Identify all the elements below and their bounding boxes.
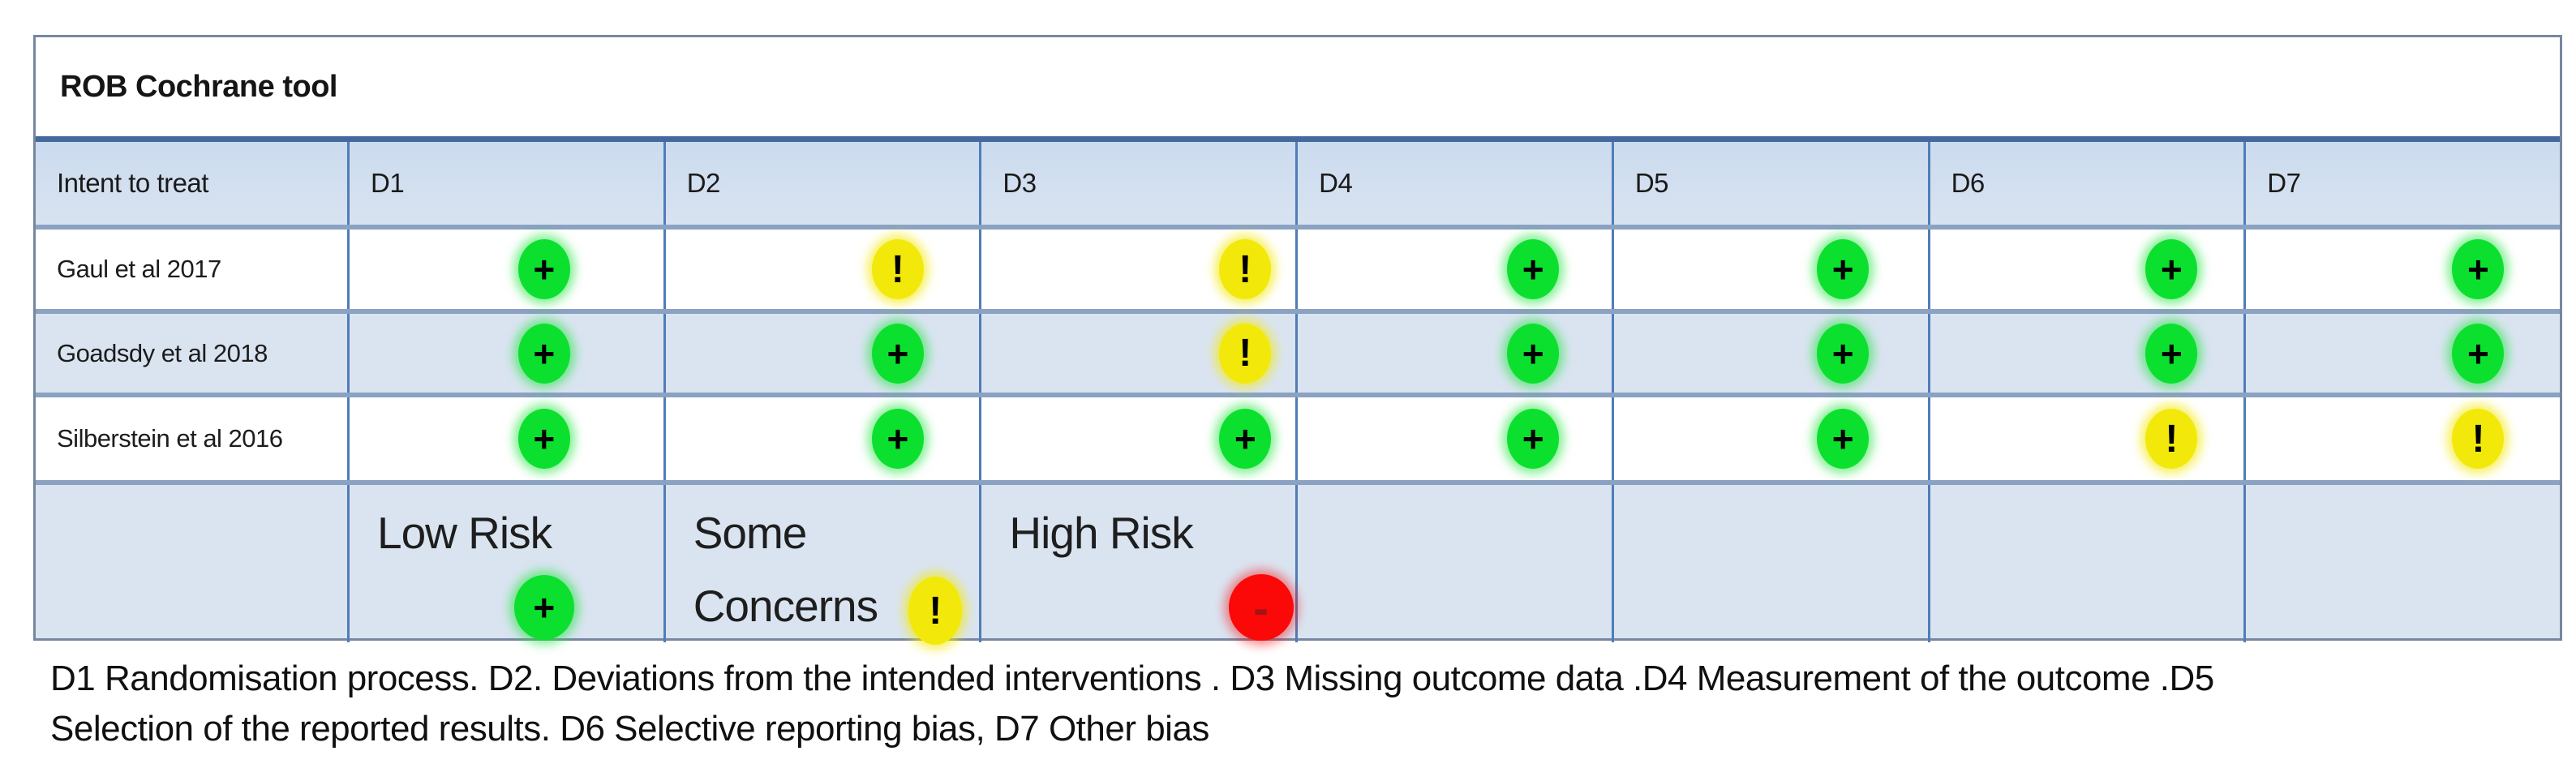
header-cell-d3: D3 [979,142,1295,225]
header-label-d4: D4 [1319,168,1353,198]
rating-cell-d2: + [663,314,980,393]
study-label: Gaul et al 2017 [57,255,221,283]
rating-cell-d3: ! [979,230,1295,309]
rating-cell-d3: ! [979,314,1295,393]
table-row-silberstein-2016: Silberstein et al 2016 + + + + + ! ! [36,397,2560,485]
rating-cell-d2: + [663,397,980,480]
corner-header-label: Intent to treat [57,168,208,198]
footnote-line-2: Selection of the reported results. D6 Se… [50,709,1209,749]
low-risk-icon: + [513,575,574,641]
low-risk-icon: + [1507,409,1560,469]
header-cell-d6: D6 [1927,142,2244,225]
legend-empty-cell [2243,485,2560,642]
low-risk-icon: + [871,409,924,469]
header-row: Intent to treat D1 D2 D3 D4 D5 D6 D7 [36,142,2560,230]
some-risk-icon: ! [2145,409,2198,469]
low-risk-icon: + [1507,323,1560,384]
low-risk-icon: + [1219,409,1272,469]
rating-cell-d3: + [979,397,1295,480]
legend-empty-cell [36,485,347,642]
legend-low-risk: Low Risk + [347,485,663,642]
legend-low-risk-label: Low Risk [377,508,552,558]
low-risk-icon: + [1817,239,1870,299]
rating-cell-d4: + [1295,397,1612,480]
rating-cell-d6: ! [1927,397,2244,480]
corner-header-cell: Intent to treat [36,142,347,225]
low-risk-icon: + [2452,239,2505,299]
header-label-d2: D2 [686,168,721,198]
legend-some-concerns-label: Some Concerns [693,508,878,631]
header-cell-d5: D5 [1611,142,1928,225]
rating-cell-d6: + [1927,230,2244,309]
rating-cell-d6: + [1927,314,2244,393]
rating-cell-d2: ! [663,230,980,309]
table-row-goadsdy-2018: Goadsdy et al 2018 + + ! + + + + [36,314,2560,397]
rating-cell-d5: + [1611,314,1928,393]
low-risk-icon: + [1817,323,1870,384]
header-cell-d1: D1 [347,142,663,225]
rating-cell-d4: + [1295,230,1612,309]
rating-cell-d7: + [2243,314,2560,393]
rob-table: ROB Cochrane tool Intent to treat D1 D2 … [33,35,2562,646]
legend-empty-cell [1611,485,1928,642]
study-label: Silberstein et al 2016 [57,424,283,453]
header-label-d7: D7 [2267,168,2301,198]
some-risk-icon: ! [1219,323,1272,384]
table-row-gaul-2017: Gaul et al 2017 + ! ! + + + + [36,230,2560,314]
low-risk-icon: + [517,409,570,469]
low-risk-icon: + [517,239,570,299]
some-risk-icon: ! [908,577,963,646]
some-risk-icon: ! [2452,409,2505,469]
rating-cell-d4: + [1295,314,1612,393]
header-cell-d2: D2 [663,142,980,225]
header-label-d5: D5 [1634,168,1669,198]
low-risk-icon: + [2452,323,2505,384]
rating-cell-d7: + [2243,230,2560,309]
low-risk-icon: + [2145,323,2198,384]
legend-empty-cell [1295,485,1612,642]
low-risk-icon: + [871,323,924,384]
legend-some-concerns: Some Concerns ! [663,485,980,646]
high-risk-icon: - [1228,574,1294,642]
header-cell-d4: D4 [1295,142,1612,225]
rating-cell-d1: + [347,230,663,309]
some-risk-icon: ! [871,239,924,299]
table-title: ROB Cochrane tool [60,69,337,104]
domain-footnote: D1 Randomisation process. D2. Deviations… [50,654,2500,754]
legend-empty-cell [1927,485,2244,642]
header-label-d3: D3 [1002,168,1037,198]
legend-row: Low Risk + Some Concerns ! High Risk - [36,485,2560,646]
low-risk-icon: + [2145,239,2198,299]
rating-cell-d5: + [1611,397,1928,480]
study-label: Goadsdy et al 2018 [57,338,268,367]
rating-cell-d5: + [1611,230,1928,309]
study-label-cell: Gaul et al 2017 [36,230,347,309]
rating-cell-d1: + [347,314,663,393]
header-label-d6: D6 [1951,168,1986,198]
header-label-d1: D1 [371,168,405,198]
legend-high-risk: High Risk - [979,485,1295,642]
some-risk-icon: ! [1219,239,1272,299]
low-risk-icon: + [1817,409,1870,469]
footnote-line-1: D1 Randomisation process. D2. Deviations… [50,659,2214,698]
study-label-cell: Silberstein et al 2016 [36,397,347,480]
table-title-row: ROB Cochrane tool [36,37,2560,142]
header-cell-d7: D7 [2243,142,2560,225]
legend-high-risk-label: High Risk [1009,508,1193,558]
study-label-cell: Goadsdy et al 2018 [36,314,347,393]
rating-cell-d1: + [347,397,663,480]
rating-cell-d7: ! [2243,397,2560,480]
low-risk-icon: + [517,323,570,384]
low-risk-icon: + [1507,239,1560,299]
